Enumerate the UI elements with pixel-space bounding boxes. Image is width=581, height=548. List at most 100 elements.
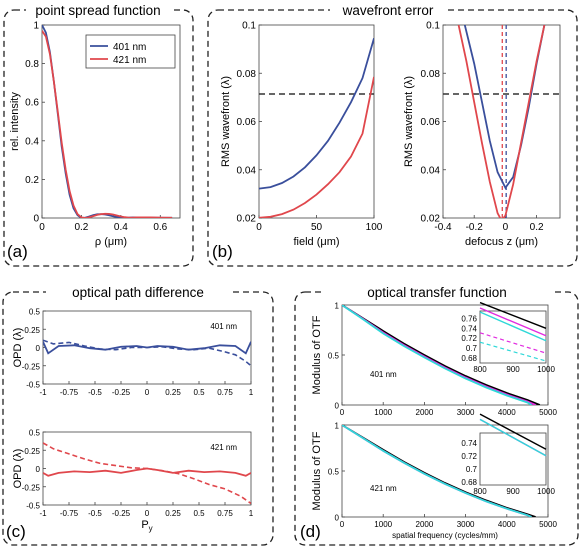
opd-401-ytick-label: 0.25 [24, 326, 40, 335]
rms-field-series-401-nm [259, 38, 374, 190]
panel-b-title: wavefront error [342, 3, 434, 18]
rms-defocus-xtick-label: 0 [503, 222, 509, 233]
otf-421-inset-ytick: 0.74 [461, 439, 477, 448]
otf-401-inset-dashed-magenta [479, 332, 547, 354]
otf-421-inset-series-cyan [479, 418, 547, 457]
opd-421-series-solid [43, 467, 251, 477]
opd-421-xtick-label: 0.25 [165, 509, 181, 518]
otf-421-xtick-label: 1000 [374, 520, 392, 529]
otf-421-inset: 800 900 1000 0.68 0.7 0.72 0.74 [461, 413, 555, 496]
opd-401-ylabel: OPD (λ) [12, 328, 24, 368]
otf-401-inset-ytick: 0.72 [461, 334, 477, 343]
psf-ytick-label: 0.2 [25, 175, 39, 186]
otf-401-xtick-label: 5000 [539, 408, 557, 417]
panel-a-title: point spread function [35, 3, 160, 18]
otf-421-annotation: 421 nm [370, 484, 397, 493]
rms-defocus-ytick-label: 0.08 [421, 69, 441, 80]
legend-box [85, 34, 176, 69]
opd-421-xlabel-sub: y [149, 524, 153, 533]
otf-401-inset-series-black [479, 301, 547, 329]
otf-401-ytick-label: 0 [335, 402, 340, 411]
rms-field-ylabel: RMS wavefront (λ) [220, 76, 232, 167]
otf-401-series-black [342, 305, 541, 405]
otf-401-xtick-label: 4000 [498, 408, 516, 417]
psf-xtick-label: 0 [39, 222, 45, 233]
panel-c-title: optical path difference [72, 285, 204, 300]
opd-401-annotation: 401 nm [210, 322, 237, 331]
otf-401-ytick-label: 0.5 [328, 352, 340, 361]
opd-421-ytick-label: 0.25 [24, 447, 40, 456]
rms-defocus-series-401-nm [463, 25, 546, 190]
psf-series-421-nm [42, 30, 173, 218]
otf-421-ytick-label: 0 [335, 514, 340, 523]
rms-defocus-axes-box [442, 24, 561, 219]
opd-401-ytick-label: -0.25 [22, 362, 41, 371]
otf-421-inset-xtick: 800 [473, 487, 487, 496]
otf-421-ytick-label: 0.5 [328, 468, 340, 477]
opd-401-xtick-label: 0 [145, 388, 150, 397]
legend-entry-421-nm: 421 nm [113, 55, 146, 66]
otf-401-xtick-label: 0 [340, 408, 345, 417]
psf-xlabel: ρ (μm) [95, 236, 127, 248]
psf-ylabel: rel. intensity [9, 92, 21, 151]
rms-defocus-xlabel: defocus z (μm) [465, 236, 538, 248]
rms-field-chart: 0 50 100 0.02 0.04 0.06 0.08 0.1 RMS wavefront (… [220, 21, 383, 249]
psf-xtick-label: 0.2 [74, 222, 88, 233]
otf-421-xtick-label: 0 [340, 520, 345, 529]
otf-401-xtick-label: 2000 [416, 408, 434, 417]
rms-field-ytick-label: 0.08 [237, 69, 257, 80]
otf-401-inset-ytick: 0.76 [461, 314, 477, 323]
rms-defocus-xtick-label: -0.2 [466, 222, 484, 233]
otf-401-inset-ytick: 0.68 [461, 354, 477, 363]
opd-401-xtick-label: 0.25 [165, 388, 181, 397]
psf-ytick-label: 0.6 [25, 98, 39, 109]
psf-chart: 0 0.2 0.4 0.6 0 0.2 0.4 0.6 0.8 1 rel. intensity ρ … [9, 21, 181, 248]
psf-ytick-label: 0 [33, 214, 39, 225]
opd-421-ytick-label: 0.5 [29, 429, 41, 438]
psf-xtick-label: 0.4 [114, 222, 128, 233]
otf-421-ytick-label: 1 [335, 422, 340, 431]
otf-421-inset-ytick: 0.68 [461, 478, 477, 487]
rms-defocus-ytick-label: 0.04 [421, 165, 441, 176]
otf-401-inset-xtick: 900 [506, 365, 520, 374]
otf-401-series-cyan [342, 305, 532, 405]
otf-401-inset: 800 900 1000 0.680.70.720.740.76 [461, 301, 555, 374]
rms-field-xtick-label: 0 [256, 222, 262, 233]
rms-defocus-chart: -0.4 -0.2 0 0.2 0.02 0.04 0.06 0.08 0.1 RMS wavef… [403, 21, 561, 248]
otf-421-chart: 0 1000 2000 3000 4000 5000 0 0.5 1 Modulus of OTF… [311, 413, 557, 540]
otf-401-inset-ytick: 0.74 [461, 324, 477, 333]
legend-entry-401-nm: 401 nm [113, 42, 146, 53]
opd-421-xtick-label: -1 [39, 509, 47, 518]
rms-defocus-ytick-label: 0.02 [421, 214, 441, 225]
opd-421-series-dashed [43, 442, 251, 505]
otf-421-inset-xtick: 900 [506, 487, 520, 496]
opd-421-xtick-label: -0.25 [112, 509, 131, 518]
rms-field-ytick-label: 0.04 [237, 165, 257, 176]
otf-421-inset-ytick: 0.7 [466, 465, 478, 474]
opd-401-xtick-label: -1 [39, 388, 47, 397]
otf-401-inset-series-cyan [479, 311, 547, 342]
opd-421-xlabel: Py [141, 519, 152, 533]
opd-421-ytick-label: 0 [36, 465, 41, 474]
opd-401-chart: -1 -0.75 -0.5 -0.25 0 0.25 0.5 0.75 1 -0.5 -0.25 0 0… [12, 308, 254, 398]
otf-421-xtick-label: 3000 [457, 520, 475, 529]
otf-401-inset-box [479, 310, 547, 364]
otf-401-ytick-label: 1 [335, 302, 340, 311]
rms-defocus-series-421-nm [457, 25, 546, 218]
otf-401-inset-series-magenta [479, 307, 547, 337]
plots-layer: 0 0.2 0.4 0.6 0 0.2 0.4 0.6 0.8 1 rel. intensity ρ … [9, 21, 561, 540]
panel-a-label: (a) [7, 242, 28, 261]
otf-401-inset-xtick: 800 [473, 365, 487, 374]
otf-401-ylabel: Modulus of OTF [311, 315, 323, 394]
otf-421-inset-series-black [479, 413, 547, 450]
panel-d-title: optical transfer function [367, 285, 507, 300]
opd-421-ytick-label: -0.25 [22, 483, 41, 492]
psf-legend: 401 nm 421 nm [85, 34, 176, 69]
opd-421-ylabel: OPD (λ) [12, 449, 24, 489]
psf-ytick-label: 0.4 [25, 136, 39, 147]
opd-421-xtick-label: 0 [145, 509, 150, 518]
opd-421-xtick-label: -0.5 [88, 509, 102, 518]
opd-401-xtick-label: 0.75 [217, 388, 233, 397]
otf-401-inset-dashed-cyan [479, 341, 547, 362]
psf-ytick-label: 0.8 [25, 59, 39, 70]
